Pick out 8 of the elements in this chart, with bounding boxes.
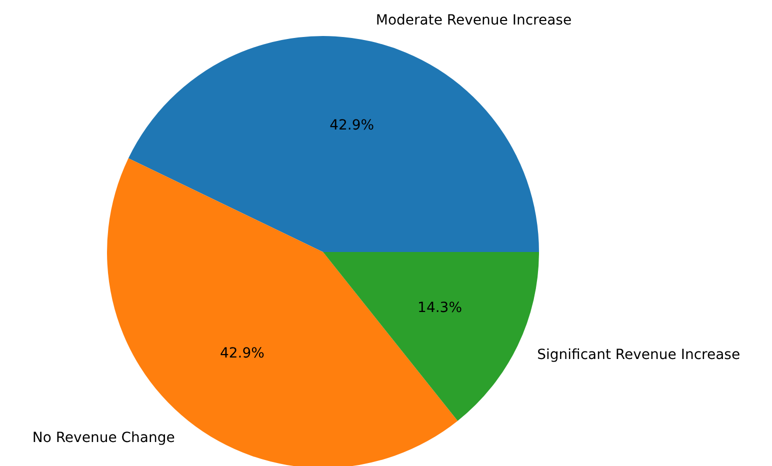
pie-slice bbox=[323, 252, 539, 421]
data-label: 42.9% bbox=[330, 118, 374, 134]
slice-label: Significant Revenue Increase bbox=[537, 347, 740, 364]
data-label: 42.9% bbox=[220, 345, 264, 362]
slice-label: Moderate Revenue Increase bbox=[376, 12, 572, 28]
slice-label: No Revenue Change bbox=[32, 430, 175, 446]
pie-slice bbox=[128, 36, 539, 252]
data-label: 14.3% bbox=[418, 300, 462, 316]
